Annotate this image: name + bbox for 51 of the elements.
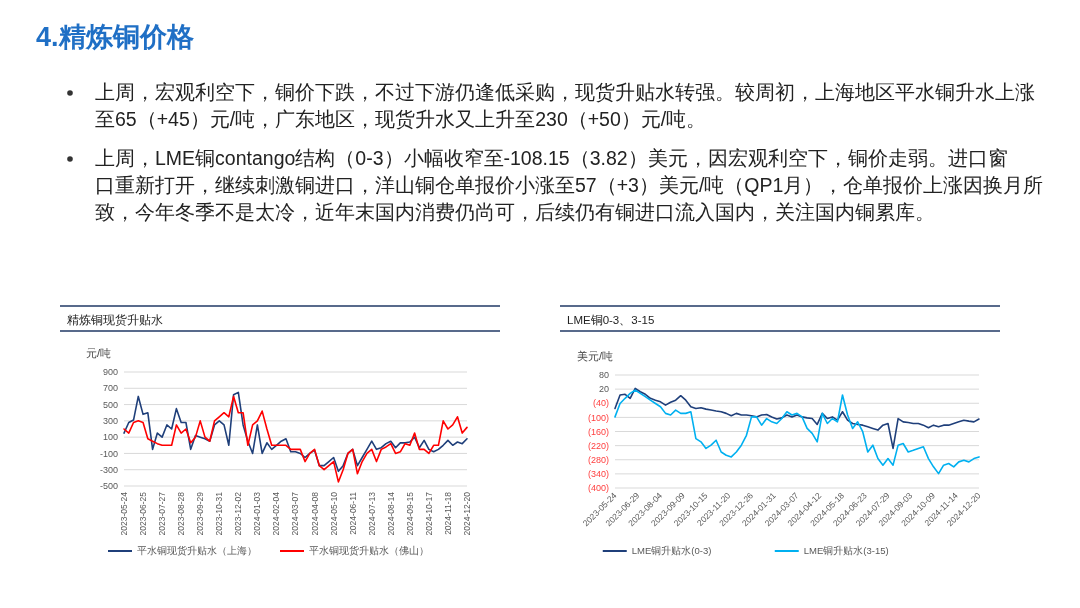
y-tick-label: -300 [99, 464, 118, 475]
y-axis-title: 美元/吨 [577, 350, 614, 362]
x-tick-label: 2024-07-13 [366, 491, 377, 536]
legend-label: 平水铜现货升贴水（上海） [137, 545, 257, 557]
legend-label: LME铜升贴水(0-3) [631, 545, 712, 557]
y-tick-label: (280) [587, 454, 609, 465]
y-axis-title: 元/吨 [86, 347, 112, 359]
y-tick-label: -500 [99, 481, 118, 492]
y-tick-label: 500 [102, 399, 118, 410]
x-tick-label: 2024-09-15 [404, 491, 415, 536]
x-tick-label: 2024-12-20 [461, 491, 472, 536]
line-series [614, 387, 980, 450]
x-tick-label: 2024-06-11 [347, 491, 358, 535]
y-tick-label: 80 [598, 370, 609, 381]
x-tick-label: 2023-08-28 [176, 491, 187, 536]
x-tick-label: 2024-04-08 [309, 491, 320, 536]
line-series [614, 389, 980, 475]
y-tick-label: (160) [587, 426, 609, 437]
x-tick-label: 2024-08-14 [385, 491, 396, 536]
y-tick-label: 900 [102, 367, 118, 378]
x-tick-label: 2023-07-27 [157, 491, 168, 536]
x-tick-label: 2023-09-29 [195, 491, 206, 536]
y-tick-label: 300 [102, 416, 118, 427]
line-series [123, 391, 468, 473]
text: 4.精炼铜价格 [36, 22, 194, 52]
x-tick-label: 2024-05-10 [328, 491, 339, 536]
x-tick-label: 2024-02-04 [271, 491, 282, 536]
x-tick-label: 2023-12-02 [233, 491, 244, 536]
text: 上周，LME铜contango结构（0-3）小幅收窄至-108.15（3.82）美元，因宏观利空下，铜价走弱。进口窗口重新打开，继续刺激铜进口，洋山铜仓单报价小涨至57（+3）美元/吨（QP1月），仓单报价上涨因换月所致，今年冬季不是太冷，近年末国内消费仍尚可，后续仍有铜进口流入国内，关注国内铜累库。 [95, 147, 1044, 223]
y-tick-label: 100 [102, 432, 118, 443]
y-tick-label: (220) [587, 440, 609, 451]
x-tick-label: 2024-10-17 [423, 491, 434, 536]
y-tick-label: (100) [587, 412, 609, 423]
line-series [123, 395, 468, 483]
chart-title: 精炼铜现货升贴水 [67, 314, 163, 327]
y-tick-label: 20 [598, 384, 609, 395]
chart-title: LME铜0-3、3-15 [567, 314, 655, 326]
y-tick-label: -100 [99, 448, 118, 459]
legend-label: LME铜升贴水(3-15) [803, 545, 889, 557]
x-tick-label: 2024-11-18 [442, 491, 453, 535]
y-tick-label: 700 [102, 383, 118, 394]
x-tick-label: 2023-10-31 [214, 491, 225, 536]
x-tick-label: 2024-01-03 [252, 491, 263, 536]
text: 上周，宏观利空下，铜价下跌，不过下游仍逢低采购，现货升贴水转强。较周初，上海地区平水铜升水上涨至65（+45）元/吨，广东地区，现货升水又上升至230（+50）元/吨。 [95, 81, 1035, 130]
x-tick-label: 2024-03-07 [290, 491, 301, 536]
x-tick-label: 2023-06-25 [138, 491, 149, 536]
legend-label: 平水铜现货升贴水（佛山） [309, 545, 429, 557]
y-tick-label: (40) [592, 398, 609, 409]
x-tick-label: 2023-05-24 [118, 491, 129, 536]
y-tick-label: (340) [587, 469, 609, 480]
y-tick-label: (400) [587, 483, 609, 494]
